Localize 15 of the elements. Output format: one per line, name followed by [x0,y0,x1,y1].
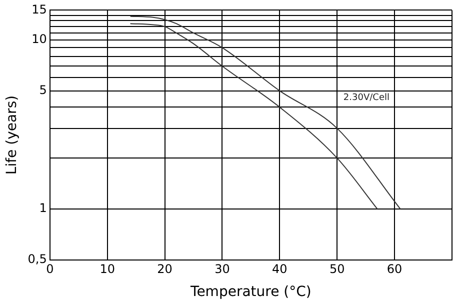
x-tick-label: 50 [329,262,345,276]
x-tick-label: 20 [157,262,172,276]
x-tick-label: 40 [272,262,288,276]
x-tick-label: 0 [46,262,54,276]
x-tick-label: 10 [100,262,115,276]
annotation: 2.30V/Cell [343,92,390,103]
y-tick-label: 10 [32,32,47,46]
y-tick-label: 1 [39,201,47,216]
x-axis-title: Temperature (°C) [190,284,312,300]
y-tick-label: 5 [39,82,47,97]
y-tick-label: 15 [32,2,47,16]
y-axis-title: Life (years) [4,95,20,175]
y-tick-label: 0,5 [28,252,47,266]
x-tick-label: 30 [214,262,230,276]
x-tick-label: 60 [386,262,402,276]
